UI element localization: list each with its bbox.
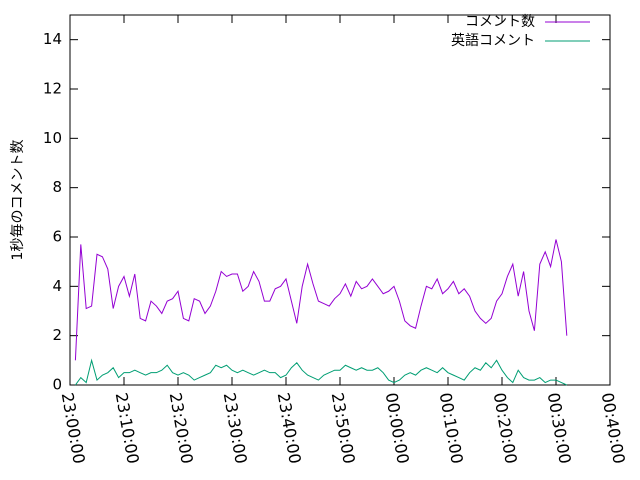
x-tick-label: 00:00:00 [382, 391, 413, 465]
x-tick-label: 00:40:00 [598, 391, 629, 465]
y-tick-label: 12 [43, 80, 62, 98]
y-tick-label: 10 [43, 129, 62, 147]
y-axis-label: 1秒毎のコメント数 [10, 140, 26, 261]
legend-label: 英語コメント [451, 32, 535, 49]
plot-border [69, 14, 611, 386]
y-tick-label: 4 [52, 277, 62, 295]
x-tick-label: 00:30:00 [544, 391, 575, 465]
x-tick-label: 23:00:00 [58, 391, 89, 465]
x-tick-label: 23:50:00 [328, 391, 359, 465]
x-tick-label: 23:40:00 [274, 391, 305, 465]
x-tick-label: 00:20:00 [490, 391, 521, 465]
y-tick-label: 0 [52, 376, 62, 394]
x-tick-label: 23:30:00 [220, 391, 251, 465]
x-tick-label: 23:10:00 [112, 391, 143, 465]
y-tick-label: 8 [52, 178, 62, 196]
x-tick-label: 23:20:00 [166, 391, 197, 465]
series-line [74, 358, 568, 386]
x-tick-label: 00:10:00 [436, 391, 467, 465]
series-line [74, 239, 568, 361]
legend-label: コメント数 [465, 14, 535, 30]
y-tick-label: 14 [43, 30, 62, 48]
y-tick-label: 6 [52, 228, 62, 246]
y-tick-label: 2 [52, 326, 62, 344]
